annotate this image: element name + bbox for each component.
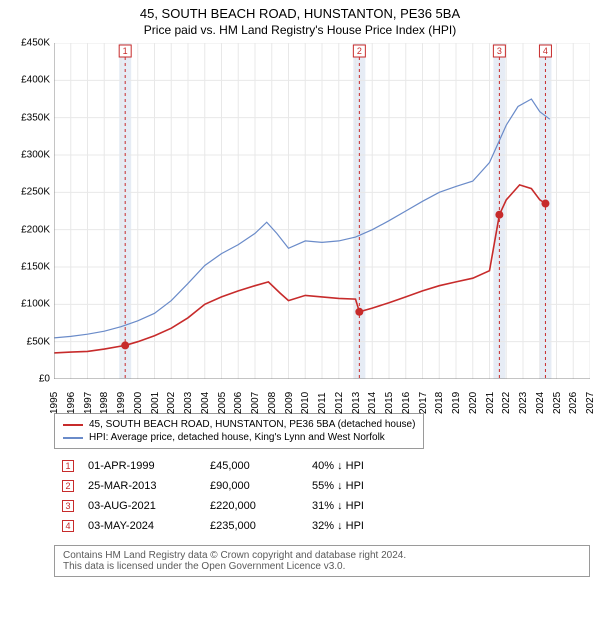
y-axis: £0£50K£100K£150K£200K£250K£300K£350K£400… [10, 43, 52, 379]
x-axis-label: 2011 [317, 392, 328, 414]
x-axis-label: 1999 [116, 392, 127, 414]
footer-line-1: Contains HM Land Registry data © Crown c… [63, 550, 581, 561]
x-axis-label: 2006 [233, 392, 244, 414]
legend-color-swatch [63, 437, 83, 439]
table-row: 1 01-APR-1999£45,00040% ↓ HPI [56, 457, 370, 475]
y-axis-label: £300K [10, 150, 50, 161]
svg-text:2: 2 [357, 46, 362, 56]
event-date: 25-MAR-2013 [82, 477, 202, 495]
y-axis-label: £350K [10, 112, 50, 123]
x-axis-label: 1998 [99, 392, 110, 414]
y-axis-label: £200K [10, 224, 50, 235]
footer-line-2: This data is licensed under the Open Gov… [63, 561, 581, 572]
x-axis-label: 2010 [300, 392, 311, 414]
chart-title: 45, SOUTH BEACH ROAD, HUNSTANTON, PE36 5… [10, 6, 590, 21]
x-axis-label: 2022 [501, 392, 512, 414]
legend-label: 45, SOUTH BEACH ROAD, HUNSTANTON, PE36 5… [89, 419, 415, 430]
table-row: 2 25-MAR-2013£90,00055% ↓ HPI [56, 477, 370, 495]
x-axis-label: 2017 [418, 392, 429, 414]
event-price: £220,000 [204, 497, 304, 515]
event-marker-box: 4 [62, 520, 74, 532]
x-axis-label: 2008 [267, 392, 278, 414]
x-axis-label: 2016 [401, 392, 412, 414]
x-axis-label: 2026 [568, 392, 579, 414]
event-price: £235,000 [204, 517, 304, 535]
event-delta: 40% ↓ HPI [306, 457, 370, 475]
x-axis: 1995199619971998199920002001200220032004… [54, 381, 590, 403]
x-axis-label: 2002 [166, 392, 177, 414]
x-axis-label: 2020 [468, 392, 479, 414]
x-axis-label: 1996 [66, 392, 77, 414]
legend-color-swatch [63, 424, 83, 426]
legend-row: 45, SOUTH BEACH ROAD, HUNSTANTON, PE36 5… [63, 418, 415, 431]
attribution-footer: Contains HM Land Registry data © Crown c… [54, 545, 590, 577]
x-axis-label: 1995 [49, 392, 60, 414]
y-axis-label: £400K [10, 75, 50, 86]
table-row: 4 03-MAY-2024£235,00032% ↓ HPI [56, 517, 370, 535]
plot-svg: 1 2 3 4 [54, 43, 590, 379]
x-axis-label: 1997 [83, 392, 94, 414]
x-axis-label: 2003 [183, 392, 194, 414]
x-axis-label: 2021 [485, 392, 496, 414]
event-date: 03-MAY-2024 [82, 517, 202, 535]
event-date: 01-APR-1999 [82, 457, 202, 475]
x-axis-label: 2027 [585, 392, 596, 414]
event-price: £45,000 [204, 457, 304, 475]
event-date: 03-AUG-2021 [82, 497, 202, 515]
x-axis-label: 2013 [351, 392, 362, 414]
x-axis-label: 2015 [384, 392, 395, 414]
x-axis-label: 2000 [133, 392, 144, 414]
x-axis-label: 2007 [250, 392, 261, 414]
x-axis-label: 2018 [434, 392, 445, 414]
legend-label: HPI: Average price, detached house, King… [89, 432, 385, 443]
y-axis-label: £100K [10, 299, 50, 310]
chart-area: £0 £50K £100K £150K £200K £250K £300K £350K £400… [10, 43, 590, 403]
x-axis-label: 2004 [200, 392, 211, 414]
event-price: £90,000 [204, 477, 304, 495]
x-axis-label: 2023 [518, 392, 529, 414]
chart-subtitle: Price paid vs. HM Land Registry's House … [10, 23, 590, 37]
x-axis-label: 2005 [217, 392, 228, 414]
x-axis-label: 2001 [150, 392, 161, 414]
events-table: 1 01-APR-1999£45,00040% ↓ HPI 2 25-MAR-2013… [54, 455, 372, 537]
y-axis-label: £150K [10, 262, 50, 273]
plot-area: 1 2 3 4 [54, 43, 590, 379]
x-axis-label: 2024 [535, 392, 546, 414]
legend: 45, SOUTH BEACH ROAD, HUNSTANTON, PE36 5… [54, 413, 424, 449]
event-delta: 55% ↓ HPI [306, 477, 370, 495]
svg-text:1: 1 [123, 46, 128, 56]
y-axis-label: £0 [10, 374, 50, 385]
event-marker-box: 1 [62, 460, 74, 472]
event-marker-box: 3 [62, 500, 74, 512]
svg-text:4: 4 [543, 46, 548, 56]
x-axis-label: 2012 [334, 392, 345, 414]
x-axis-label: 2009 [284, 392, 295, 414]
x-axis-label: 2014 [367, 392, 378, 414]
x-axis-label: 2025 [552, 392, 563, 414]
svg-text:3: 3 [497, 46, 502, 56]
x-axis-label: 2019 [451, 392, 462, 414]
event-delta: 31% ↓ HPI [306, 497, 370, 515]
y-axis-label: £50K [10, 336, 50, 347]
event-marker-box: 2 [62, 480, 74, 492]
event-delta: 32% ↓ HPI [306, 517, 370, 535]
table-row: 3 03-AUG-2021£220,00031% ↓ HPI [56, 497, 370, 515]
legend-row: HPI: Average price, detached house, King… [63, 431, 415, 444]
y-axis-label: £450K [10, 38, 50, 49]
y-axis-label: £250K [10, 187, 50, 198]
